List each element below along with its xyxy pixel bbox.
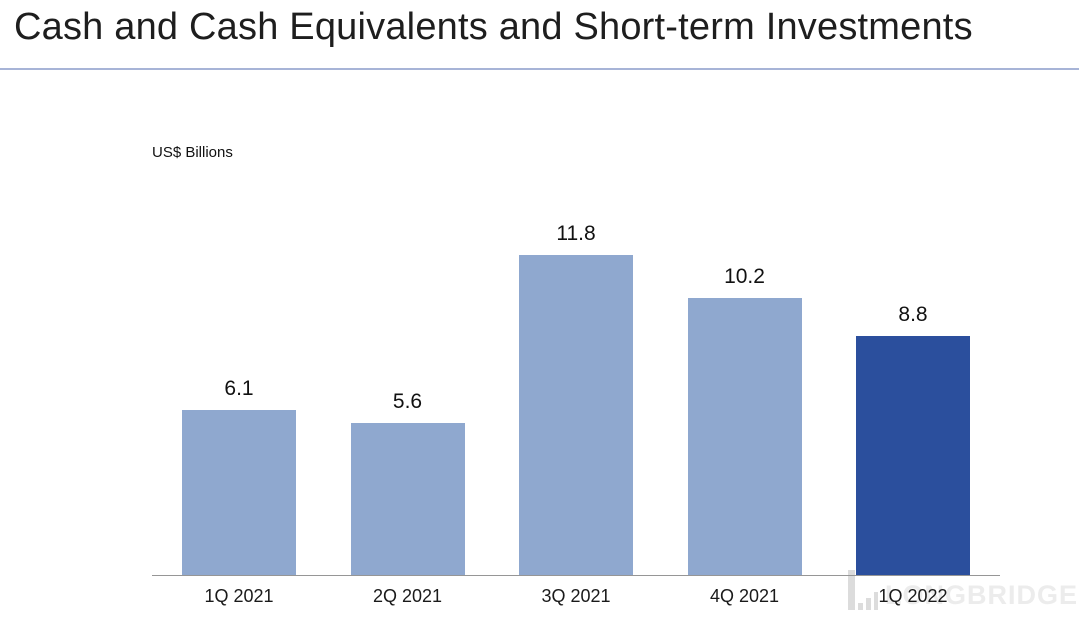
bar-column: 5.6 xyxy=(350,389,465,575)
x-tick-label: 4Q 2021 xyxy=(709,586,780,606)
page-title: Cash and Cash Equivalents and Short-term… xyxy=(14,6,973,48)
bar-column: 11.8 xyxy=(519,221,633,575)
bar-value-label: 5.6 xyxy=(392,390,423,413)
bar xyxy=(856,336,970,575)
bar-column: 8.8 xyxy=(856,302,970,575)
x-tick-label: 1Q 2022 xyxy=(878,586,948,606)
bar-value-label: 11.8 xyxy=(556,222,596,245)
x-axis-labels: 1Q 2021 2Q 2021 3Q 2021 4Q 2021 1Q 2022 xyxy=(152,586,1000,607)
bar xyxy=(182,410,296,575)
bar-column: 6.1 xyxy=(182,376,296,575)
x-tick-label: 3Q 2021 xyxy=(541,586,611,606)
y-axis-units-label: US$ Billions xyxy=(152,144,233,161)
x-tick-label: 1Q 2021 xyxy=(204,586,274,606)
bar-value-label: 10.2 xyxy=(724,265,765,288)
bar xyxy=(687,298,802,575)
bar xyxy=(350,423,465,575)
bar-column: 10.2 xyxy=(687,264,802,575)
x-tick-label: 2Q 2021 xyxy=(372,586,443,606)
bar-chart: 6.1 5.6 11.8 10.2 8.8 1Q 2021 2Q 2021 3Q 2021 4… xyxy=(152,222,1000,607)
bar-value-label: 6.1 xyxy=(224,377,254,400)
bar-value-label: 8.8 xyxy=(898,303,928,326)
title-divider xyxy=(0,68,1079,70)
plot-area: 6.1 5.6 11.8 10.2 8.8 xyxy=(152,222,1000,576)
bar xyxy=(519,255,633,575)
